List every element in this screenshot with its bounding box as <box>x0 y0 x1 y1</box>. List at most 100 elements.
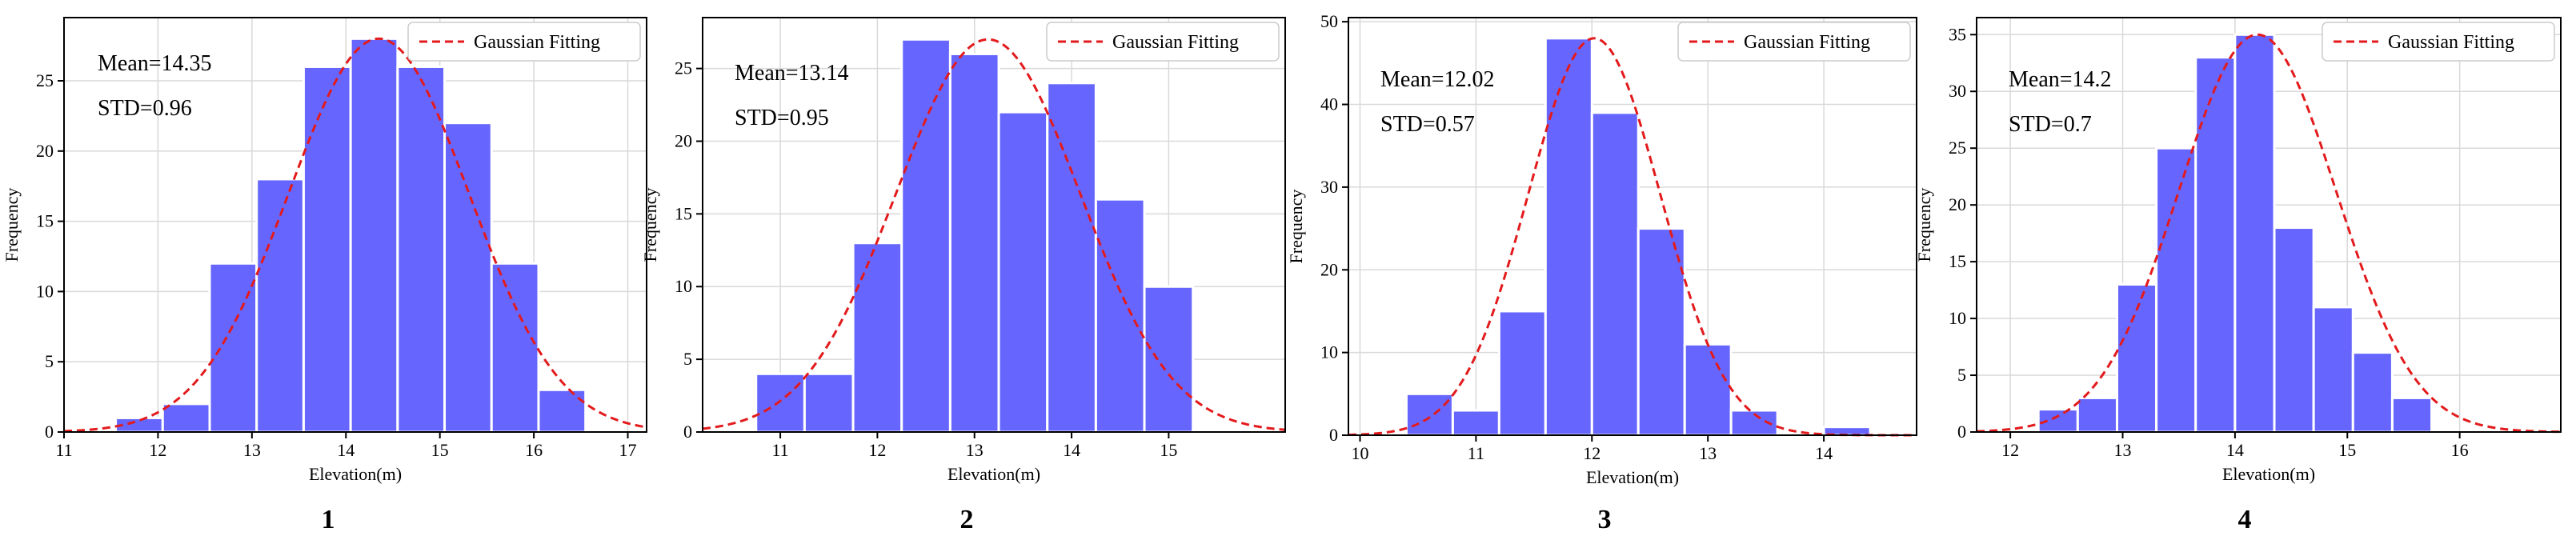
histogram-bar <box>1094 198 1146 434</box>
y-tick-label: 15 <box>36 211 54 231</box>
histogram-bar <box>2155 146 2197 434</box>
legend-label: Gaussian Fitting <box>474 32 600 53</box>
histogram-bar <box>1544 37 1593 437</box>
x-axis-title: Elevation(m) <box>947 464 1040 484</box>
legend-label: Gaussian Fitting <box>1112 32 1239 53</box>
y-tick-label: 25 <box>675 58 692 78</box>
histogram-bar <box>1497 310 1547 437</box>
y-tick-label: 15 <box>675 203 692 223</box>
x-tick-label: 12 <box>2001 440 2019 460</box>
y-axis-title: Frequency <box>2 188 22 262</box>
histogram-bar <box>2351 351 2394 434</box>
histogram-bar <box>1046 82 1097 434</box>
x-tick-label: 16 <box>2451 440 2469 460</box>
y-tick-label: 20 <box>36 141 54 161</box>
x-tick-label: 14 <box>1815 443 1833 463</box>
histogram-bar <box>2390 396 2434 434</box>
y-tick-label: 0 <box>45 422 54 442</box>
y-tick-label: 5 <box>45 351 54 371</box>
x-tick-label: 13 <box>2114 440 2132 460</box>
histogram-bar <box>1404 392 1454 437</box>
histogram-bar <box>208 262 258 434</box>
chart-panel-4: 12 13 14 15 16 0 5 10 15 20 25 30 35 Elevation(m) Freq… <box>1914 17 2562 534</box>
x-tick-label: 17 <box>619 440 637 460</box>
x-axis-title: Elevation(m) <box>1586 467 1679 487</box>
legend: Gaussian Fitting <box>2322 22 2555 62</box>
x-tick-label: 11 <box>55 440 72 460</box>
y-tick-label: 30 <box>1949 81 1966 101</box>
x-tick-label: 15 <box>1160 440 1177 460</box>
x-tick-label: 13 <box>966 440 984 460</box>
plot-frame <box>63 17 647 433</box>
x-tick-label: 13 <box>243 440 261 460</box>
histogram-bar <box>755 372 806 434</box>
mean-annotation: Mean=14.35 <box>98 51 212 76</box>
histogram-bar <box>2312 306 2354 434</box>
chart-panel-2: 11 12 13 14 15 0 5 10 15 20 25 Elevation(m) Frequenc… <box>640 17 1286 534</box>
legend-box <box>1677 22 1911 62</box>
y-tick-label: 30 <box>1320 177 1338 197</box>
y-tick-label: 25 <box>36 70 54 90</box>
y-tick-label: 0 <box>1957 422 1966 442</box>
gaussian-fit-curve <box>1348 37 1917 437</box>
y-tick-label: 10 <box>36 281 54 301</box>
x-tick-label: 15 <box>2338 440 2356 460</box>
chart-panel-1: 11 12 13 14 15 16 17 0 5 10 15 20 25 Elevation(m) Freq… <box>2 17 647 534</box>
gaussian-fit-curve <box>702 38 1286 431</box>
histogram-bar <box>2115 283 2158 434</box>
x-tick-label: 14 <box>1063 440 1080 460</box>
histogram-bar <box>255 178 305 434</box>
panel-number: 3 <box>1598 505 1612 534</box>
legend: Gaussian Fitting <box>407 22 641 62</box>
y-tick-label: 20 <box>1320 259 1338 279</box>
std-annotation: STD=0.7 <box>2009 112 2092 137</box>
y-tick-label: 15 <box>1949 251 1966 271</box>
histogram-bar <box>396 65 447 434</box>
legend-label: Gaussian Fitting <box>2388 32 2514 53</box>
x-tick-label: 14 <box>337 440 355 460</box>
x-tick-label: 16 <box>525 440 543 460</box>
y-tick-label: 35 <box>1949 24 1966 44</box>
y-axis-title: Frequency <box>1914 188 1934 262</box>
mean-annotation: Mean=13.14 <box>735 61 849 86</box>
histogram-bar <box>2233 33 2276 434</box>
std-annotation: STD=0.57 <box>1380 112 1475 137</box>
y-tick-label: 20 <box>675 130 692 150</box>
y-tick-label: 20 <box>1949 194 1966 214</box>
x-tick-label: 13 <box>1699 443 1717 463</box>
x-tick-label: 11 <box>771 440 788 460</box>
histogram-bar <box>2194 56 2237 434</box>
y-tick-label: 10 <box>1949 308 1966 328</box>
y-tick-label: 5 <box>1957 365 1966 385</box>
x-tick-label: 15 <box>431 440 449 460</box>
panel-number: 4 <box>2238 505 2252 534</box>
y-tick-label: 10 <box>675 276 692 296</box>
histogram-bar <box>490 262 540 434</box>
std-annotation: STD=0.95 <box>735 106 829 130</box>
plot-frame <box>1976 17 2562 433</box>
panel-number: 1 <box>322 505 335 534</box>
x-tick-label: 14 <box>2226 440 2244 460</box>
histogram-bar <box>803 372 855 434</box>
histogram-bar <box>443 122 493 434</box>
legend-box <box>1046 22 1280 62</box>
y-tick-label: 10 <box>1320 342 1338 362</box>
panel-number: 2 <box>960 505 974 534</box>
histogram-bar <box>537 388 587 434</box>
legend-box <box>407 22 641 62</box>
histogram-bar <box>997 110 1049 434</box>
y-tick-label: 50 <box>1320 11 1338 31</box>
histogram-bar <box>900 38 951 434</box>
histogram-bar <box>1590 111 1640 437</box>
y-axis-title: Frequency <box>1286 190 1306 264</box>
x-tick-label: 12 <box>149 440 166 460</box>
histogram-bar <box>1143 285 1195 434</box>
x-axis-title: Elevation(m) <box>2222 464 2315 484</box>
y-tick-label: 0 <box>1329 425 1338 445</box>
legend-box <box>2322 22 2555 62</box>
y-tick-label: 0 <box>683 422 692 442</box>
x-axis-title: Elevation(m) <box>309 464 402 484</box>
y-axis-title: Frequency <box>640 188 660 262</box>
histogram-bar <box>1683 342 1733 437</box>
